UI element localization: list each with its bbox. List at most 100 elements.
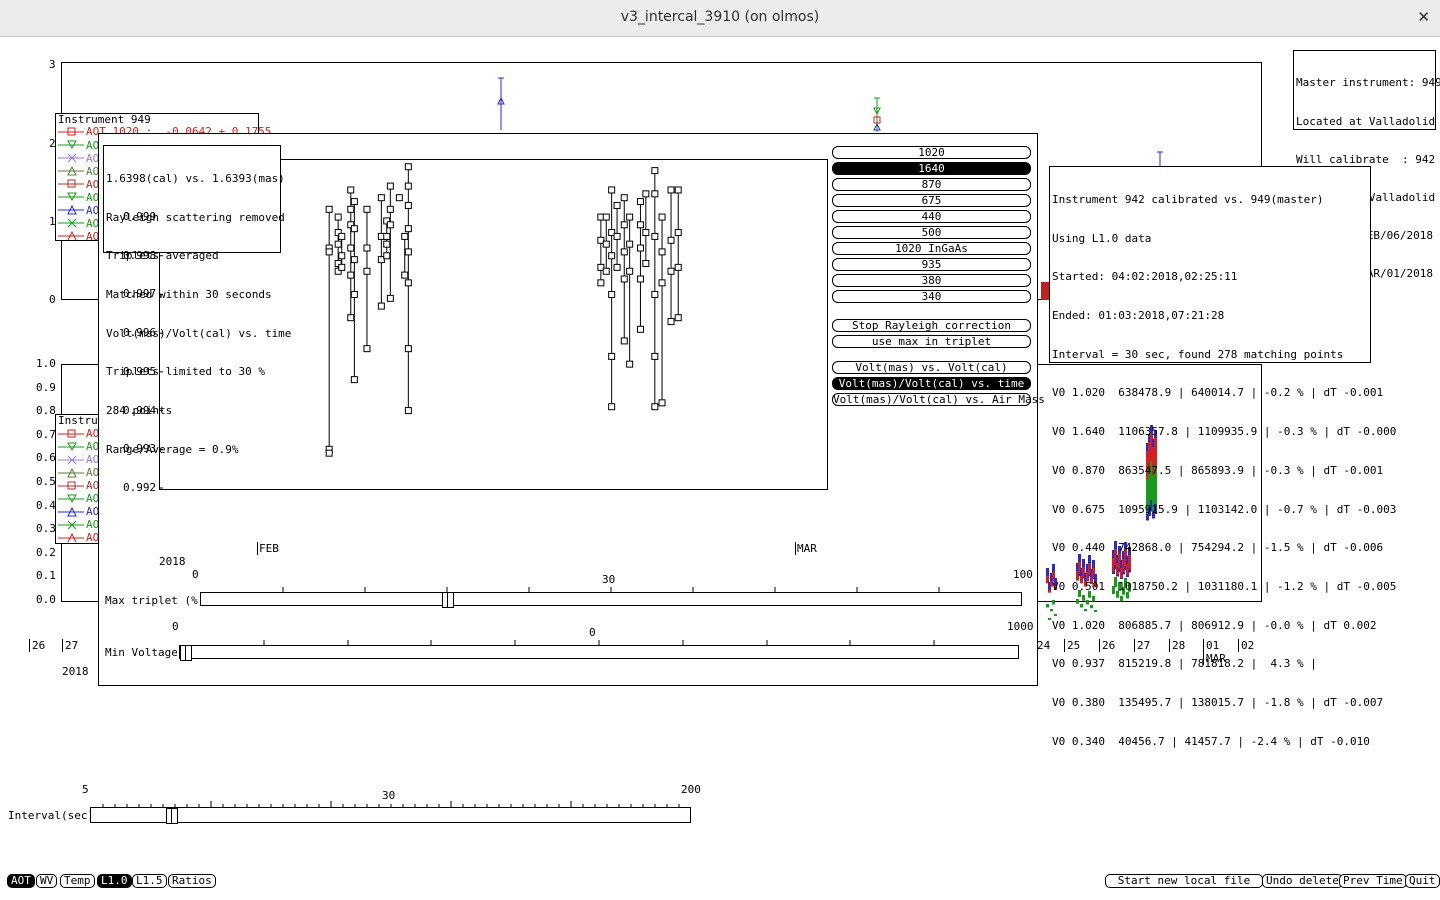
bg-xtick: 24 bbox=[1037, 639, 1051, 652]
bg-bottom-legend-row: AO bbox=[86, 492, 100, 505]
ratio-point bbox=[642, 229, 650, 237]
ratio-point bbox=[350, 198, 358, 206]
wv-button[interactable]: WV bbox=[36, 874, 58, 888]
wavelength-button-870[interactable]: 870 bbox=[832, 178, 1031, 191]
stop-rayleigh-button[interactable]: Stop Rayleigh correction bbox=[832, 319, 1031, 332]
interval-slider-thumb[interactable] bbox=[166, 808, 178, 824]
ratio-point bbox=[325, 248, 333, 256]
ratios-button[interactable]: Ratios bbox=[168, 874, 216, 888]
wavelength-button-1640[interactable]: 1640 bbox=[832, 162, 1031, 175]
aot-marker bbox=[1152, 475, 1155, 511]
ratio-point bbox=[401, 232, 409, 240]
calib-info-line: Started: 04:02:2018,02:25:11 bbox=[1052, 270, 1238, 284]
ratio-point bbox=[608, 186, 616, 194]
aot-marker bbox=[1084, 573, 1087, 586]
ratio-point bbox=[404, 225, 412, 233]
wavelength-button-380[interactable]: 380 bbox=[832, 274, 1031, 287]
bg-bottom-ytick: 0.5 bbox=[36, 475, 56, 488]
wavelength-button-1020-ingaas[interactable]: 1020 InGaAs bbox=[832, 242, 1031, 255]
bg-month-label: MAR bbox=[1203, 652, 1226, 665]
l10-button[interactable]: L1.0 bbox=[97, 874, 132, 888]
aot-marker bbox=[1092, 596, 1095, 602]
aot-marker bbox=[1046, 576, 1049, 584]
ratio-point bbox=[383, 232, 391, 240]
ratio-point bbox=[602, 240, 610, 248]
ratio-point bbox=[608, 352, 616, 360]
close-icon[interactable]: ✕ bbox=[1417, 8, 1430, 26]
calib-info-line: V0 1.640 1106357.8 | 1109935.9 | -0.3 % … bbox=[1052, 425, 1397, 439]
aot-marker bbox=[1054, 614, 1057, 616]
ratio-point bbox=[613, 263, 621, 271]
calib-info-line: V0 0.501 1018750.2 | 1031180.1 | -1.2 % … bbox=[1052, 580, 1397, 593]
ratio-year-label: 2018 bbox=[159, 555, 186, 568]
ratio-point bbox=[334, 267, 342, 275]
bg-bottom-ytick: 0.6 bbox=[36, 451, 56, 465]
aot-marker bbox=[1048, 618, 1051, 620]
aot-marker bbox=[1124, 550, 1127, 566]
ratio-point bbox=[608, 252, 616, 260]
bg-bottom-ytick: 0.4 bbox=[36, 498, 56, 512]
l15-button[interactable]: L1.5 bbox=[132, 874, 167, 888]
ratio-point bbox=[395, 194, 403, 202]
bg-bottom-legend-row: AO bbox=[86, 518, 100, 531]
bg-bottom-legend-title: Instrum bbox=[58, 414, 105, 427]
prev-time-button[interactable]: Prev Time bbox=[1339, 874, 1407, 888]
interval-value: 30 bbox=[382, 789, 396, 802]
ratio-scatter-plot[interactable] bbox=[159, 159, 827, 489]
ratio-point bbox=[347, 244, 355, 252]
interval-slider[interactable] bbox=[90, 801, 691, 824]
ratio-point bbox=[338, 232, 346, 240]
aot-marker bbox=[1078, 590, 1081, 597]
wavelength-button-1020[interactable]: 1020 bbox=[832, 146, 1031, 159]
max-triplet-slider-thumb[interactable] bbox=[442, 592, 454, 608]
bg-top-legend-row: AO bbox=[86, 139, 100, 152]
interval-min: 5 bbox=[82, 783, 89, 796]
use-max-triplet-button[interactable]: use max in triplet bbox=[832, 335, 1031, 348]
mode-ratio-vs-airmass-button[interactable]: Volt(mas)/Volt(cal) vs. Air Mass bbox=[832, 393, 1045, 406]
temp-button[interactable]: Temp bbox=[60, 874, 95, 888]
ratio-point bbox=[347, 186, 355, 194]
min-voltage-value: 0 bbox=[589, 626, 596, 639]
aot-marker bbox=[1088, 591, 1091, 598]
wavelength-button-340[interactable]: 340 bbox=[832, 290, 1031, 303]
start-new-local-file-button[interactable]: Start new local file bbox=[1105, 874, 1263, 888]
bg-bottom-legend-row: AO bbox=[86, 479, 100, 492]
ratio-point bbox=[626, 360, 634, 368]
aot-marker bbox=[1084, 609, 1087, 612]
min-voltage-slider-thumb[interactable] bbox=[180, 645, 192, 661]
ratio-point bbox=[350, 290, 358, 298]
bg-top-ytick: 2 bbox=[49, 137, 56, 150]
aot-marker bbox=[1146, 479, 1149, 514]
ratio-point bbox=[651, 290, 659, 298]
aot-marker bbox=[1086, 600, 1089, 605]
quit-button[interactable]: Quit bbox=[1405, 874, 1440, 888]
wavelength-button-935[interactable]: 935 bbox=[832, 258, 1031, 271]
ratio-point bbox=[620, 337, 628, 345]
interval-max: 200 bbox=[681, 783, 701, 796]
bg-top-legend-title: Instrument 949 bbox=[58, 113, 151, 126]
ratio-point bbox=[658, 213, 666, 221]
mode-ratio-vs-time-button[interactable]: Volt(mas)/Volt(cal) vs. time bbox=[832, 377, 1031, 390]
aot-marker bbox=[1054, 578, 1057, 588]
calib-info-line: V0 0.675 1095915.9 | 1103142.0 | -0.7 % … bbox=[1052, 502, 1397, 516]
bg-bottom-ytick: 0.1 bbox=[36, 569, 56, 583]
aot-marker bbox=[1094, 574, 1097, 586]
ratio-xtick-mar: MAR bbox=[795, 542, 817, 555]
calib-info-line: V0 0.440 742868.0 | 754294.2 | -1.5 % | … bbox=[1052, 541, 1384, 555]
aot-button[interactable]: AOT bbox=[7, 874, 35, 888]
wavelength-button-500[interactable]: 500 bbox=[832, 226, 1031, 239]
undo-delete-button[interactable]: Undo delete bbox=[1262, 874, 1343, 888]
mode-volt-vs-volt-button[interactable]: Volt(mas) vs. Volt(cal) bbox=[832, 361, 1031, 374]
ratio-info-line: Triplets limited to 30 % bbox=[106, 365, 265, 379]
wavelength-button-440[interactable]: 440 bbox=[832, 210, 1031, 223]
aot-marker bbox=[1088, 563, 1091, 575]
ratio-info-line: Volt(mas)/Volt(cal) vs. time bbox=[106, 326, 292, 340]
aot-marker bbox=[1118, 554, 1121, 569]
max-triplet-slider[interactable] bbox=[200, 587, 1022, 608]
bg-xtick: 28 bbox=[1169, 639, 1185, 652]
bg-top-ytick: 3 bbox=[49, 58, 56, 71]
min-voltage-slider[interactable] bbox=[179, 640, 1019, 661]
wavelength-button-675[interactable]: 675 bbox=[832, 194, 1031, 207]
max-triplet-value: 30 bbox=[602, 573, 616, 586]
calib-info-line: Interval = 30 sec, found 278 matching po… bbox=[1052, 347, 1344, 361]
